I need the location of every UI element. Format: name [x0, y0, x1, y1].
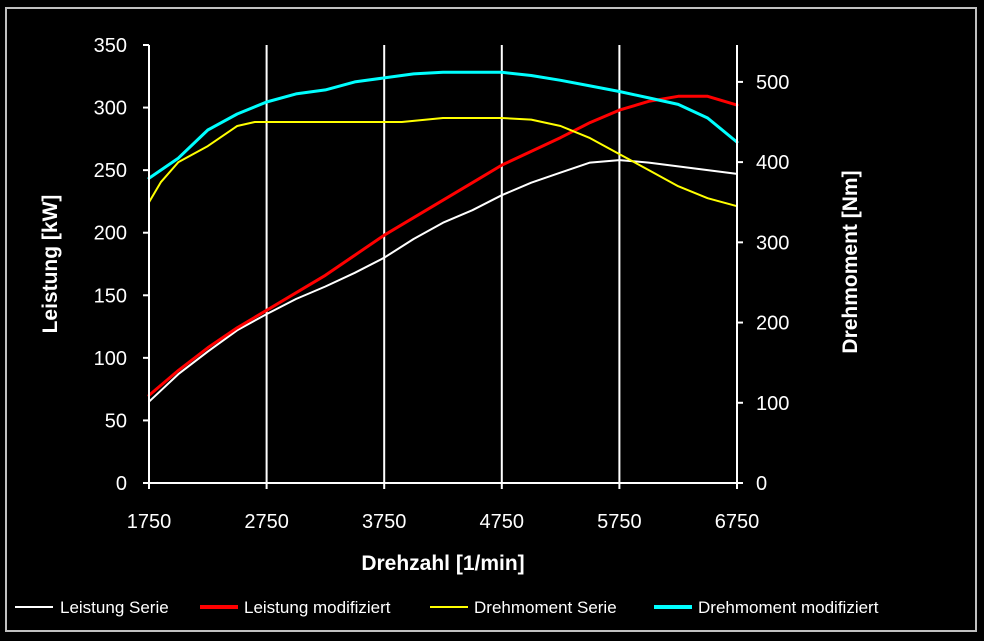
- x-tick-label-3750: 3750: [362, 511, 407, 533]
- series-line-4: [147, 70, 739, 180]
- y-tick-label-100: 100: [94, 348, 127, 370]
- y-tick-label-0: 0: [116, 473, 127, 495]
- y-tick-label-200: 200: [94, 223, 127, 245]
- tick-labels: 0 50 100 150 200 250 300 350 0 100 200 300 400 500 175…: [94, 35, 790, 533]
- x-tick-label-4750: 4750: [480, 511, 525, 533]
- y2-tick-label-200: 200: [756, 313, 789, 335]
- y-axis-title: Leistung [kW]: [39, 195, 62, 334]
- series-line-3: [148, 117, 738, 208]
- y-tick-label-150: 150: [94, 285, 127, 307]
- y2-tick-label-500: 500: [756, 72, 789, 94]
- series-lines: [147, 70, 739, 403]
- legend: Leistung Serie Leistung modifiziert Drehmo…: [15, 598, 879, 617]
- legend-label-2: Leistung modifiziert: [244, 598, 391, 617]
- y2-tick-label-400: 400: [756, 152, 789, 174]
- y2-tick-label-0: 0: [756, 473, 767, 495]
- y2-tick-label-100: 100: [756, 393, 789, 415]
- chart-frame: [5, 7, 977, 632]
- y2-tick-label-300: 300: [756, 232, 789, 254]
- x-axis-title: Drehzahl [1/min]: [361, 552, 524, 575]
- y-tick-label-50: 50: [105, 410, 127, 432]
- series-line-1: [148, 159, 738, 403]
- x-tick-label-6750: 6750: [715, 511, 760, 533]
- series-line-2: [147, 94, 739, 397]
- axes: [143, 44, 743, 489]
- x-tick-label-1750: 1750: [127, 511, 172, 533]
- x-tick-label-5750: 5750: [597, 511, 642, 533]
- y2-axis-title: Drehmoment [Nm]: [839, 170, 862, 353]
- legend-label-1: Leistung Serie: [60, 598, 169, 617]
- x-tick-label-2750: 2750: [244, 511, 289, 533]
- y-tick-label-250: 250: [94, 160, 127, 182]
- legend-label-4: Drehmoment modifiziert: [698, 598, 879, 617]
- y-tick-label-300: 300: [94, 98, 127, 120]
- y-tick-label-350: 350: [94, 35, 127, 57]
- legend-label-3: Drehmoment Serie: [474, 598, 617, 617]
